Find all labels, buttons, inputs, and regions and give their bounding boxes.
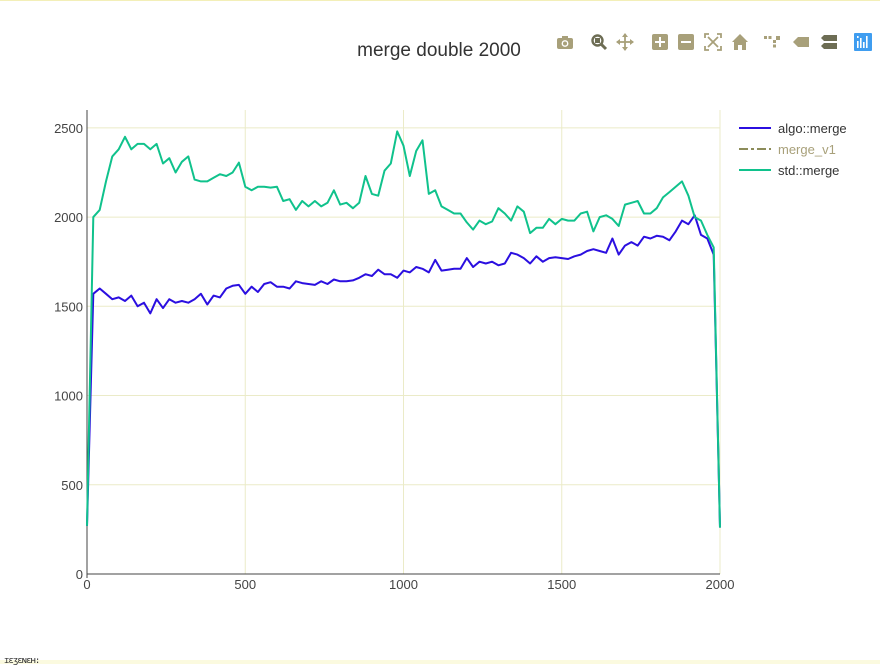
zoom-in-button[interactable] [649,31,671,53]
hover-closest-button[interactable] [790,31,812,53]
y-tick-label: 2500 [54,121,83,136]
x-tick-label: 1500 [547,577,576,592]
zoom-icon [590,33,608,51]
autoscale-button[interactable] [702,31,724,53]
zoom-out-icon [677,33,695,51]
zoom-out-button[interactable] [675,31,697,53]
autoscale-icon [704,33,722,51]
legend-item[interactable]: std::merge [739,163,839,178]
series-layer[interactable] [86,130,721,528]
legend-label: merge_v1 [778,142,836,157]
camera-button[interactable] [554,31,576,53]
axes: 0 500 1000 1500 2000 0 500 1000 1500 2000 2500 [54,110,734,592]
x-tick-label: 1000 [389,577,418,592]
hover-compare-button[interactable] [818,31,840,53]
x-tick-label: 500 [234,577,256,592]
legend-label: algo::merge [778,121,847,136]
bottom-band [0,660,880,664]
legend-item[interactable]: algo::merge [739,121,847,136]
spike-lines-icon [763,33,781,51]
home-icon [731,33,749,51]
x-tick-label: 0 [83,577,90,592]
pan-icon [616,33,634,51]
y-tick-label: 0 [76,567,83,582]
x-tick-label: 2000 [706,577,735,592]
y-tick-label: 2000 [54,210,83,225]
y-tick-label: 1000 [54,389,83,404]
series-line-std-merge[interactable] [86,130,721,528]
home-button[interactable] [729,31,751,53]
plotly-logo-icon [854,33,872,51]
hover-compare-icon [820,33,838,51]
y-tick-label: 1500 [54,299,83,314]
plotly-logo-button[interactable] [852,31,874,53]
grid [87,110,721,574]
spike-lines-button[interactable] [761,31,783,53]
zoom-in-icon [651,33,669,51]
zoom-button[interactable] [588,31,610,53]
camera-icon [556,33,574,51]
footer-text: ɪɛʒɛɴɛʜ: [4,656,40,666]
legend-label: std::merge [778,163,839,178]
pan-button[interactable] [614,31,636,53]
series-line-algo-merge[interactable] [86,214,721,528]
legend-item[interactable]: merge_v1 [739,142,836,157]
y-tick-label: 500 [61,478,83,493]
hover-closest-icon [792,33,810,51]
top-border [0,0,880,1]
chart-title: merge double 2000 [357,40,521,61]
